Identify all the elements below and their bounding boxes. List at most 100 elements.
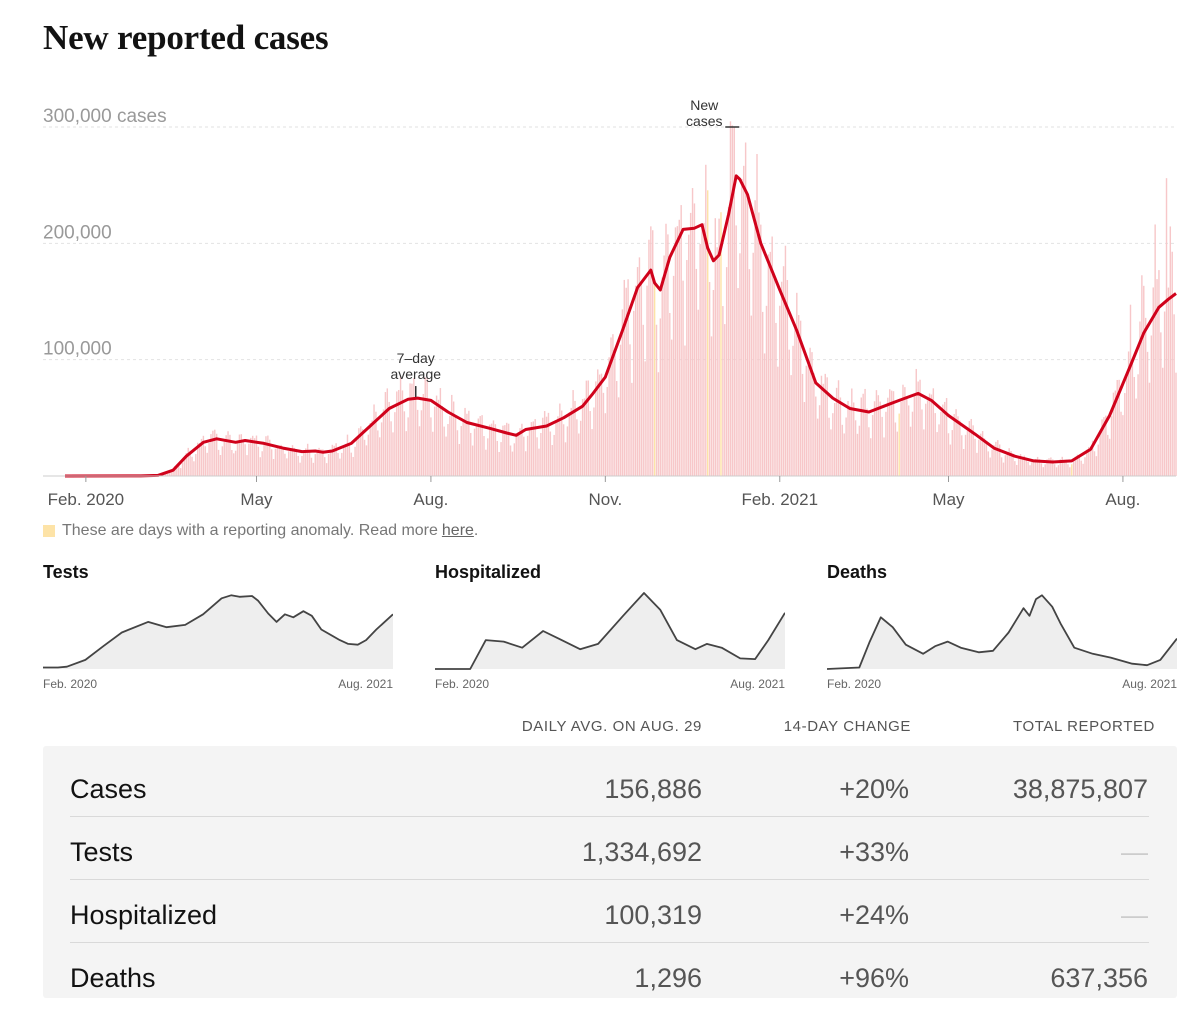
daily-bar bbox=[1141, 275, 1143, 476]
daily-bar bbox=[790, 375, 792, 476]
daily-bar bbox=[335, 443, 337, 476]
daily-bar bbox=[248, 443, 250, 476]
daily-bar bbox=[551, 445, 553, 476]
daily-bar bbox=[892, 391, 895, 476]
stats-table: Cases 156,886 +20% 38,875,807 Tests 1,33… bbox=[43, 746, 1177, 998]
daily-bar bbox=[648, 239, 650, 476]
read-more-link[interactable]: here bbox=[441, 522, 474, 539]
daily-bar bbox=[1137, 374, 1139, 476]
daily-bar bbox=[1122, 415, 1124, 476]
daily-bar bbox=[631, 382, 633, 476]
daily-bar bbox=[669, 312, 671, 476]
daily-bar bbox=[549, 431, 552, 476]
daily-bar bbox=[1116, 379, 1118, 476]
daily-bar bbox=[906, 398, 908, 476]
daily-bar bbox=[608, 357, 610, 476]
daily-bar bbox=[490, 423, 493, 476]
daily-bar bbox=[543, 411, 546, 476]
deaths-mini-chart: Deaths Feb. 2020 Aug. 2021 bbox=[827, 562, 1177, 691]
daily-bar bbox=[432, 431, 434, 476]
daily-bar bbox=[818, 405, 821, 476]
daily-bar bbox=[568, 412, 571, 476]
daily-bar bbox=[291, 445, 294, 476]
daily-bar bbox=[672, 275, 675, 476]
daily-bar bbox=[202, 435, 205, 476]
row-label: Hospitalized bbox=[70, 900, 218, 930]
daily-bar bbox=[684, 345, 686, 476]
daily-bar bbox=[1165, 178, 1168, 476]
daily-bar bbox=[871, 414, 874, 476]
daily-bar bbox=[1095, 456, 1098, 476]
hospitalized-mini-chart: Hospitalized Feb. 2020 Aug. 2021 bbox=[435, 562, 785, 691]
daily-bar bbox=[1156, 279, 1158, 476]
daily-bar bbox=[663, 255, 665, 476]
daily-bar bbox=[1004, 455, 1007, 476]
daily-bar bbox=[172, 469, 174, 476]
daily-bar bbox=[752, 252, 754, 476]
daily-bar bbox=[835, 387, 838, 476]
daily-bar bbox=[193, 461, 195, 476]
daily-bar bbox=[763, 353, 766, 476]
table-row: Cases 156,886 +20% 38,875,807 bbox=[70, 754, 1149, 817]
daily-bar bbox=[972, 425, 974, 476]
daily-bar bbox=[697, 309, 699, 476]
daily-bar bbox=[636, 267, 639, 476]
annotation-label: cases bbox=[686, 113, 723, 129]
daily-bar bbox=[204, 446, 207, 476]
daily-bar bbox=[246, 455, 248, 476]
daily-bar bbox=[371, 420, 373, 476]
daily-bar bbox=[1019, 454, 1022, 476]
daily-bar bbox=[195, 454, 197, 476]
daily-bar bbox=[576, 419, 578, 476]
daily-bar bbox=[966, 430, 969, 476]
anomaly-note-end: . bbox=[473, 522, 479, 539]
daily-bar bbox=[223, 439, 225, 476]
tests-axis-end: Aug. 2021 bbox=[338, 677, 393, 691]
daily-bar bbox=[181, 462, 184, 476]
daily-bar bbox=[691, 188, 694, 476]
daily-bar bbox=[938, 424, 940, 476]
daily-bar bbox=[712, 289, 715, 476]
daily-bar bbox=[511, 451, 514, 476]
daily-bar bbox=[866, 408, 868, 476]
col-header-total: TOTAL REPORTED bbox=[1012, 718, 1155, 735]
daily-bar bbox=[392, 432, 394, 476]
daily-bar bbox=[997, 440, 999, 476]
daily-bar bbox=[765, 305, 768, 476]
daily-bar bbox=[464, 407, 466, 476]
daily-bar bbox=[841, 424, 844, 476]
daily-bar bbox=[761, 311, 764, 476]
daily-bar bbox=[1029, 465, 1031, 476]
daily-bar bbox=[559, 403, 561, 476]
daily-bar bbox=[1023, 455, 1026, 476]
daily-bar bbox=[625, 287, 627, 476]
daily-bar bbox=[538, 448, 540, 476]
daily-bar bbox=[815, 396, 817, 476]
daily-bar bbox=[686, 260, 688, 476]
daily-bar bbox=[674, 227, 677, 476]
daily-bar bbox=[227, 431, 229, 476]
daily-bar bbox=[485, 449, 487, 476]
daily-bar bbox=[955, 409, 957, 476]
daily-bar bbox=[284, 453, 286, 476]
daily-bar bbox=[1093, 451, 1096, 476]
daily-bar bbox=[961, 435, 963, 476]
daily-bar bbox=[390, 421, 392, 476]
daily-bar bbox=[744, 142, 747, 476]
daily-bar bbox=[519, 428, 521, 476]
hospitalized-sparkline bbox=[435, 592, 785, 670]
daily-bar bbox=[807, 364, 809, 476]
daily-bar bbox=[767, 254, 770, 476]
daily-bar bbox=[471, 445, 474, 476]
daily-bar bbox=[1125, 373, 1128, 476]
daily-bar bbox=[373, 404, 375, 476]
daily-bar bbox=[305, 448, 307, 476]
daily-bar bbox=[428, 400, 430, 476]
daily-bar bbox=[468, 410, 470, 476]
daily-bar bbox=[174, 466, 176, 476]
daily-bar bbox=[318, 447, 320, 476]
daily-bar bbox=[413, 378, 415, 476]
daily-bar bbox=[166, 473, 169, 476]
daily-bar bbox=[746, 194, 749, 476]
daily-bar bbox=[236, 440, 239, 476]
